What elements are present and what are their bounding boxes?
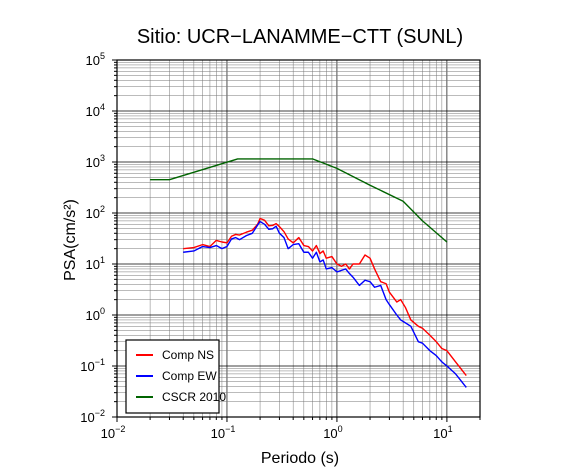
x-tick-labels: 10−2 10−1 100 101 [101, 424, 453, 441]
y-tick-labels: 10−2 10−1 100 101 102 103 104 105 [80, 51, 105, 425]
plot-border [116, 59, 481, 418]
y-tick-label: 105 [86, 51, 105, 68]
y-axis-label: PSA(cm/s²) [62, 199, 79, 281]
y-tick-label: 10−1 [80, 357, 105, 374]
x-tick-label: 10−2 [101, 424, 126, 441]
x-tick-label: 100 [323, 424, 342, 441]
legend-entry: Comp EW [162, 369, 217, 383]
series-line-comp-ew [183, 220, 467, 388]
x-tick-label: 101 [433, 424, 452, 441]
series-line-cscr-2010 [150, 158, 448, 243]
x-tick-label: 10−1 [211, 424, 236, 441]
chart-title: Sitio: UCR−LANAMME−CTT (SUNL) [137, 26, 463, 48]
series-lines [150, 158, 467, 388]
y-tick-label: 103 [86, 153, 105, 170]
series-line-comp-ns [183, 217, 467, 376]
legend-entry: CSCR 2010 [162, 390, 226, 404]
y-tick-label: 104 [86, 102, 105, 119]
legend: Comp NS Comp EW CSCR 2010 [125, 339, 226, 414]
grid-lines [116, 59, 481, 418]
y-tick-label: 101 [86, 255, 105, 272]
y-tick-label: 102 [86, 204, 105, 221]
x-axis-label: Periodo (s) [261, 450, 339, 467]
plot-frame [112, 59, 481, 422]
y-tick-label: 10−2 [80, 408, 105, 425]
legend-entry: Comp NS [162, 348, 214, 362]
y-tick-label: 100 [86, 306, 105, 323]
